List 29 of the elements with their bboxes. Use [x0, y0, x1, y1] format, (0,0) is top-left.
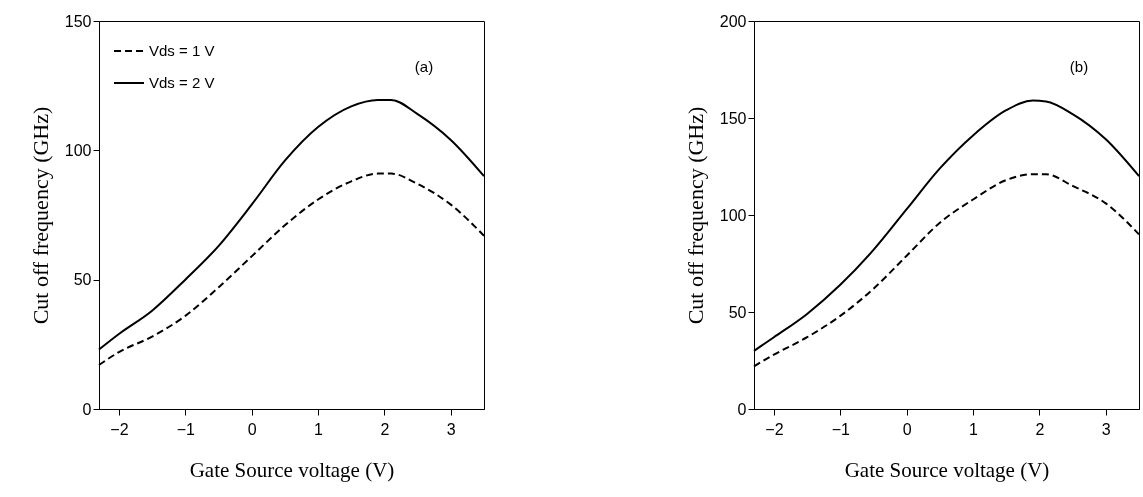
- x-tick-label: 0: [902, 420, 912, 438]
- x-tick-label: −1: [176, 420, 196, 438]
- y-tick-label: 50: [73, 271, 92, 289]
- annotation: (b): [1069, 58, 1089, 75]
- annotation: (a): [414, 58, 434, 75]
- y-tick-label: 0: [737, 400, 747, 418]
- x-tick-label: −2: [765, 420, 784, 438]
- x-tick-label: −1: [831, 420, 851, 438]
- y-tick-label: 200: [719, 12, 747, 30]
- y-tick-label: 150: [64, 12, 92, 30]
- y-tick-label: 150: [719, 109, 747, 127]
- x-tick-label: 2: [1035, 420, 1045, 438]
- x-tick-label: 1: [314, 420, 324, 438]
- y-tick-label: 100: [719, 206, 747, 224]
- x-tick-label: 3: [446, 420, 456, 438]
- y-tick-label: 50: [728, 303, 747, 321]
- legend-label: Vds = 2 V: [149, 74, 215, 91]
- x-tick-label: −2: [110, 420, 129, 438]
- x-tick-label: 2: [380, 420, 390, 438]
- y-tick-label: 100: [64, 141, 92, 159]
- x-tick-label: 3: [1101, 420, 1111, 438]
- x-tick-label: 1: [969, 420, 979, 438]
- y-tick-label: 0: [82, 400, 92, 418]
- y-axis-title: Cut off frequency (GHz): [27, 106, 53, 325]
- x-axis-title: Gate Source voltage (V): [189, 457, 395, 482]
- x-axis-title: Gate Source voltage (V): [844, 457, 1050, 482]
- x-tick-label: 0: [247, 420, 257, 438]
- legend-label: Vds = 1 V: [149, 42, 215, 59]
- y-axis-title: Cut off frequency (GHz): [682, 106, 708, 325]
